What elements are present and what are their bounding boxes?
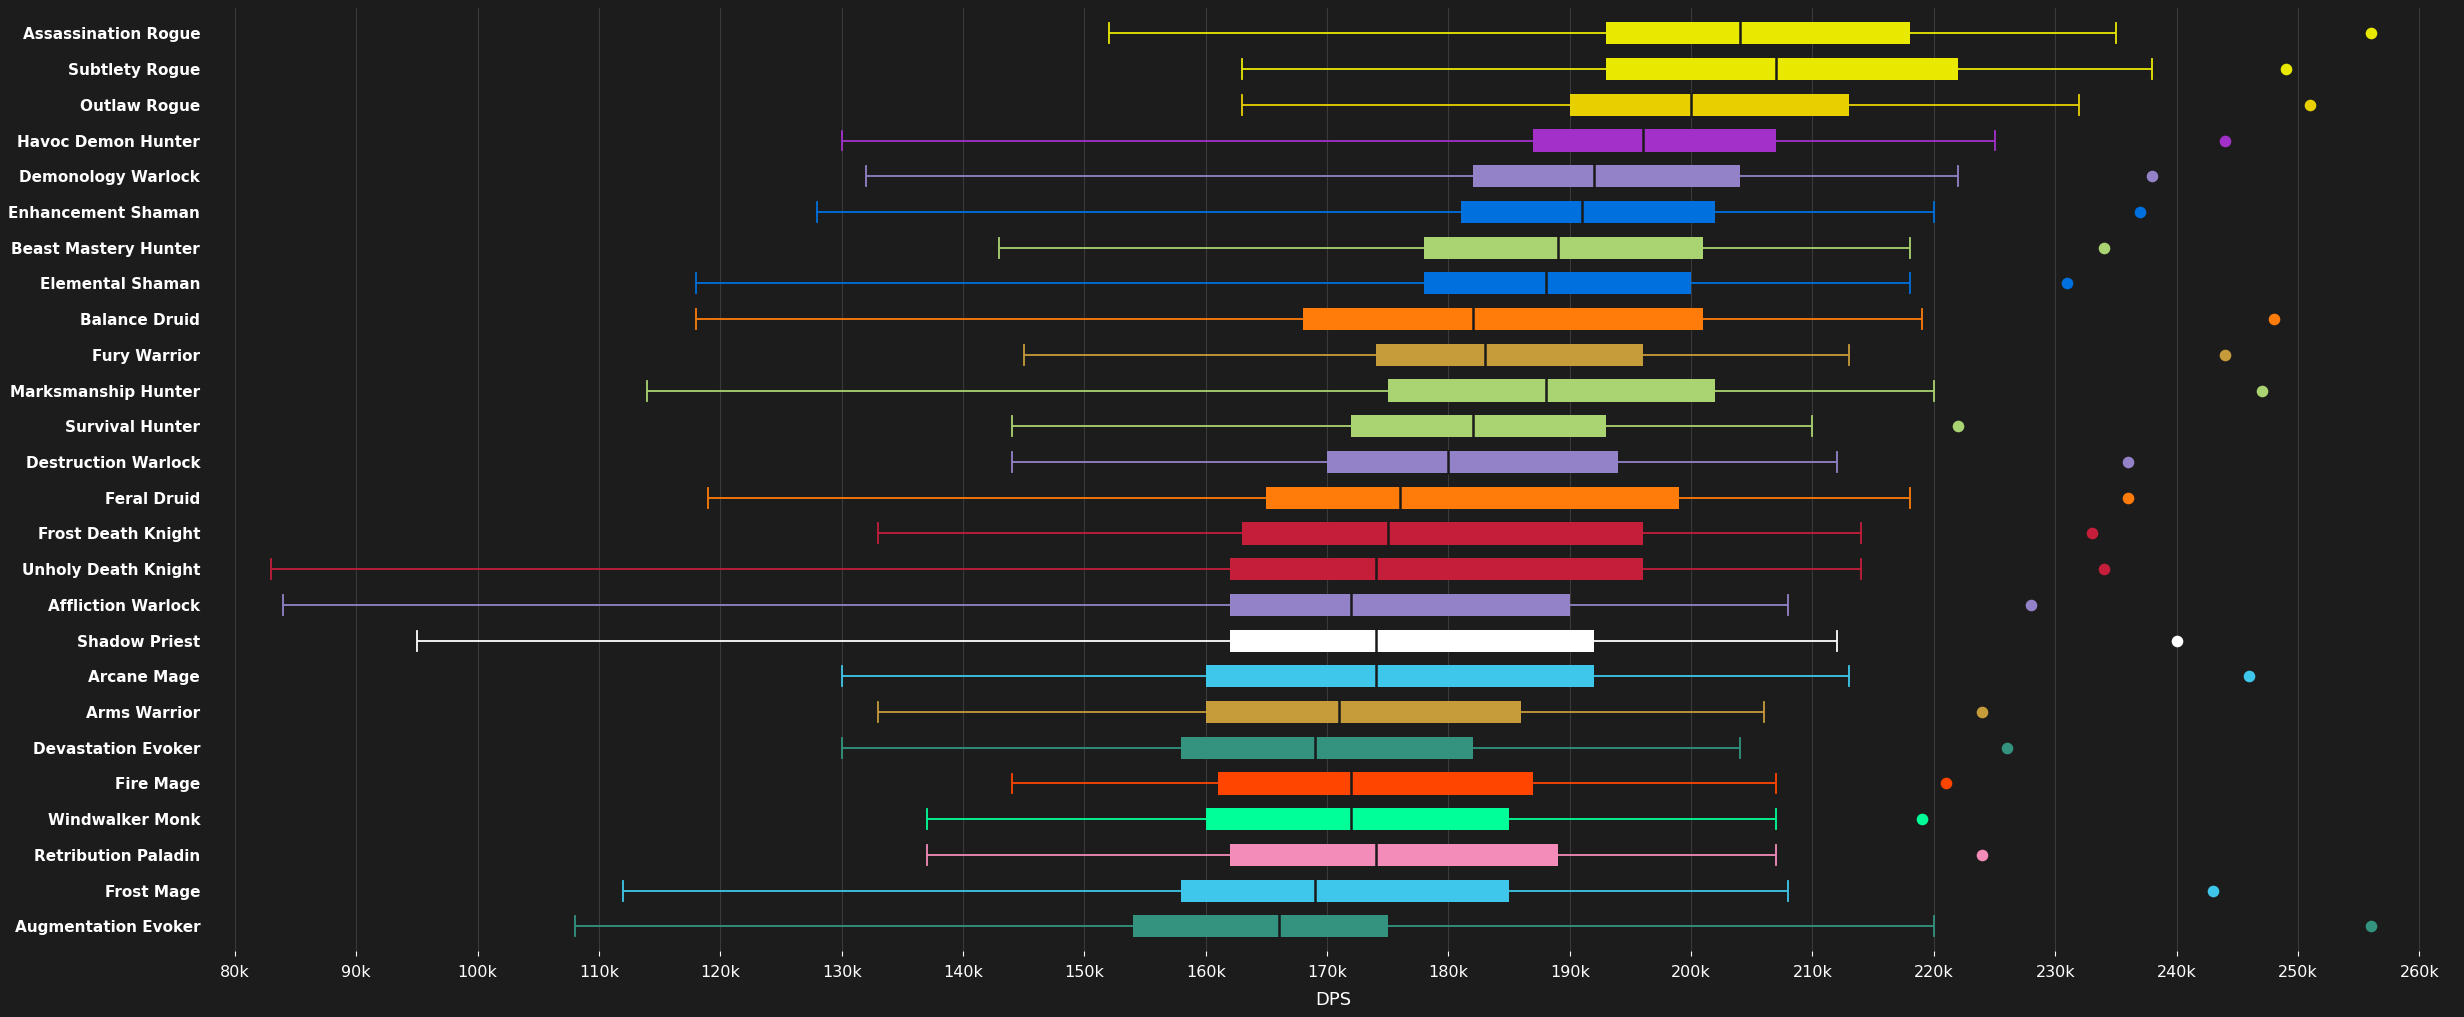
FancyBboxPatch shape [1424, 273, 1690, 295]
Point [2085, 240, 2124, 256]
Point [2242, 382, 2282, 399]
FancyBboxPatch shape [1266, 486, 1678, 508]
Point [2085, 561, 2124, 578]
FancyBboxPatch shape [1217, 772, 1533, 794]
X-axis label: DPS: DPS [1316, 991, 1350, 1009]
Point [1902, 812, 1942, 828]
FancyBboxPatch shape [1533, 129, 1777, 152]
FancyBboxPatch shape [1242, 523, 1643, 544]
FancyBboxPatch shape [1424, 237, 1703, 258]
Point [2292, 97, 2331, 113]
FancyBboxPatch shape [1607, 22, 1910, 45]
FancyBboxPatch shape [1607, 58, 1959, 80]
FancyBboxPatch shape [1180, 880, 1508, 902]
Point [2156, 633, 2195, 649]
Point [2267, 61, 2306, 77]
FancyBboxPatch shape [1473, 165, 1740, 187]
Point [2255, 311, 2294, 327]
Point [1964, 847, 2003, 863]
FancyBboxPatch shape [1570, 94, 1848, 116]
FancyBboxPatch shape [1230, 594, 1570, 616]
FancyBboxPatch shape [1180, 736, 1473, 759]
Point [2205, 347, 2245, 363]
FancyBboxPatch shape [1303, 308, 1703, 331]
Point [2048, 276, 2087, 292]
Point [2011, 597, 2050, 613]
FancyBboxPatch shape [1230, 630, 1594, 652]
Point [1927, 775, 1966, 791]
Point [2230, 668, 2269, 684]
Point [1986, 739, 2025, 756]
Point [2131, 168, 2171, 184]
FancyBboxPatch shape [1133, 915, 1387, 938]
Point [2193, 883, 2232, 899]
Point [2072, 526, 2112, 542]
Point [1964, 704, 2003, 720]
Point [2351, 918, 2390, 935]
FancyBboxPatch shape [1350, 415, 1607, 437]
FancyBboxPatch shape [1205, 665, 1594, 687]
Point [1939, 418, 1979, 434]
FancyBboxPatch shape [1387, 379, 1715, 402]
FancyBboxPatch shape [1205, 701, 1520, 723]
FancyBboxPatch shape [1328, 451, 1619, 473]
Point [2109, 489, 2149, 505]
FancyBboxPatch shape [1230, 844, 1557, 866]
Point [2205, 132, 2245, 148]
FancyBboxPatch shape [1205, 809, 1508, 830]
Point [2109, 454, 2149, 470]
FancyBboxPatch shape [1461, 201, 1715, 223]
Point [2122, 203, 2161, 220]
Point [2351, 25, 2390, 42]
FancyBboxPatch shape [1375, 344, 1643, 366]
FancyBboxPatch shape [1230, 558, 1643, 581]
